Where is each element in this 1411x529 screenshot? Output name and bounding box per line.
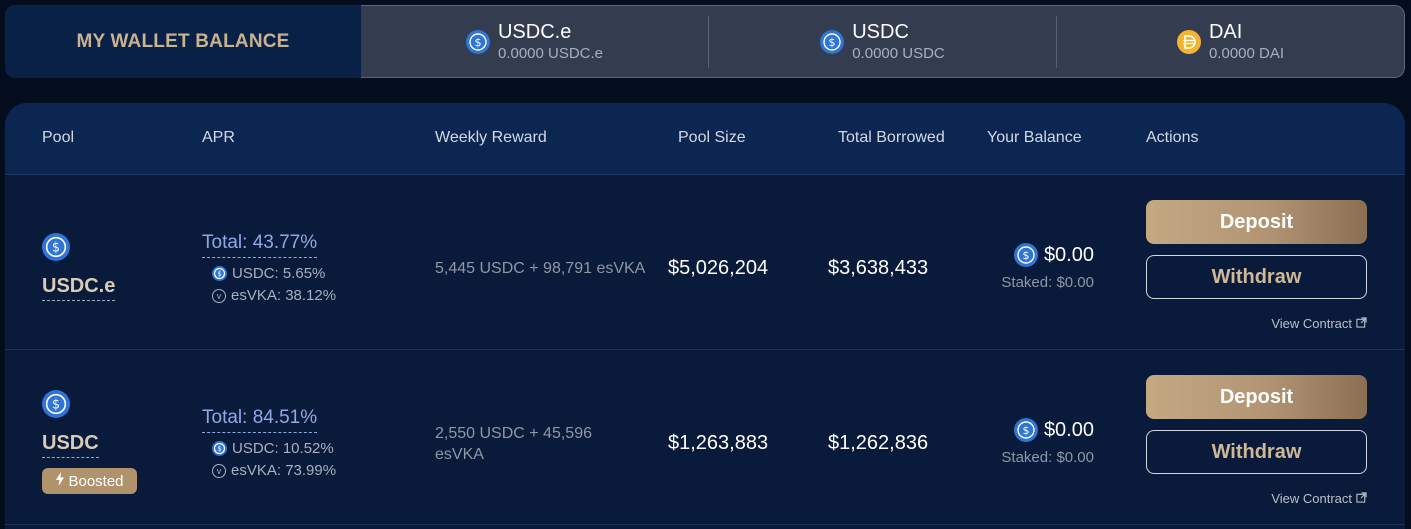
wallet-balance-bar: MY WALLET BALANCE $ USDC.e 0.0000 USDC.e… xyxy=(5,5,1405,78)
apr-esvka: esVKA: 38.12% xyxy=(231,287,337,304)
total-borrowed: $1,262,836 xyxy=(828,432,929,454)
view-contract-link[interactable]: View Contract xyxy=(1271,316,1367,331)
pools-table: Pool APR Weekly Reward Pool Size Total B… xyxy=(5,103,1405,529)
pool-size: $1,263,883 xyxy=(668,432,769,454)
view-contract-label: View Contract xyxy=(1271,491,1352,506)
wallet-token-usdc: $ USDC 0.0000 USDC xyxy=(708,15,1056,68)
boosted-label: Boosted xyxy=(68,472,124,490)
usdc-icon: $ xyxy=(465,29,490,54)
withdraw-button[interactable]: Withdraw xyxy=(1146,255,1367,299)
usdc-icon: $ xyxy=(1013,243,1038,267)
wallet-token-amount: 0.0000 USDC.e xyxy=(497,44,604,62)
apr-esvka-line: v esVKA: 73.99% xyxy=(212,462,336,479)
wallet-token-name: USDC xyxy=(852,20,909,43)
table-row: $ USDC.e Total: 43.77% $ USDC: 5.65% v e… xyxy=(5,175,1405,350)
wallet-token-name: DAI xyxy=(1208,20,1243,43)
apr-total[interactable]: Total: 43.77% xyxy=(202,232,318,258)
lightning-icon xyxy=(55,472,65,490)
usdc-icon: $ xyxy=(42,390,70,418)
apr-usdc: USDC: 5.65% xyxy=(232,265,326,282)
usdc-icon: $ xyxy=(212,441,227,456)
balance-value: $0.00 xyxy=(1043,243,1094,266)
wallet-token-name: USDC.e xyxy=(497,20,572,43)
total-borrowed: $3,638,433 xyxy=(828,257,929,279)
apr-usdc-line: $ USDC: 10.52% xyxy=(212,440,334,457)
header-actions: Actions xyxy=(1146,129,1199,146)
header-pool-size: Pool Size xyxy=(678,129,746,146)
pool-name[interactable]: USDC.e xyxy=(42,275,116,301)
svg-text:$: $ xyxy=(217,445,221,453)
esvka-icon: v xyxy=(212,463,226,478)
esvka-icon: v xyxy=(212,288,226,303)
wallet-token-list: $ USDC.e 0.0000 USDC.e $ USDC 0.0000 USD… xyxy=(361,5,1405,78)
weekly-reward: 2,550 USDC + 45,596 esVKA xyxy=(435,425,592,463)
apr-esvka: esVKA: 73.99% xyxy=(231,462,337,479)
apr-usdc-line: $ USDC: 5.65% xyxy=(212,265,325,282)
staked-value: Staked: $0.00 xyxy=(1001,449,1094,466)
pool-name[interactable]: USDC xyxy=(42,432,99,458)
usdc-icon: $ xyxy=(1013,418,1038,442)
svg-text:$: $ xyxy=(829,36,836,49)
table-row: $ USDC Boosted Total: 84.51% $ USDC: 10.… xyxy=(5,350,1405,525)
wallet-token-dai: DAI 0.0000 DAI xyxy=(1056,15,1404,68)
your-balance: $ $0.00 xyxy=(1013,243,1094,267)
view-contract-link[interactable]: View Contract xyxy=(1271,491,1367,506)
external-link-icon xyxy=(1356,491,1367,506)
withdraw-button[interactable]: Withdraw xyxy=(1146,430,1367,474)
wallet-token-amount: 0.0000 DAI xyxy=(1208,44,1285,62)
balance-value: $0.00 xyxy=(1043,418,1094,441)
usdc-icon: $ xyxy=(212,266,227,281)
wallet-title-text: MY WALLET BALANCE xyxy=(76,30,290,52)
header-pool: Pool xyxy=(42,129,75,146)
header-your-balance: Your Balance xyxy=(987,129,1082,146)
svg-text:$: $ xyxy=(474,36,481,49)
apr-total[interactable]: Total: 84.51% xyxy=(202,407,318,433)
table-header: Pool APR Weekly Reward Pool Size Total B… xyxy=(5,103,1405,175)
boosted-badge: Boosted xyxy=(42,468,137,494)
weekly-reward: 5,445 USDC + 98,791 esVKA xyxy=(435,260,646,277)
svg-text:$: $ xyxy=(52,241,60,256)
header-apr: APR xyxy=(202,129,235,146)
wallet-token-amount: 0.0000 USDC xyxy=(852,44,945,62)
pool-size: $5,026,204 xyxy=(668,257,769,279)
svg-text:$: $ xyxy=(217,270,221,278)
staked-value: Staked: $0.00 xyxy=(1001,274,1094,291)
svg-text:$: $ xyxy=(52,398,60,413)
wallet-title: MY WALLET BALANCE xyxy=(5,5,361,78)
deposit-button[interactable]: Deposit xyxy=(1146,200,1367,244)
header-weekly-reward: Weekly Reward xyxy=(435,129,547,146)
dai-icon xyxy=(1176,29,1201,54)
apr-usdc: USDC: 10.52% xyxy=(232,440,334,457)
header-total-borrowed: Total Borrowed xyxy=(838,129,945,146)
wallet-token-usdce: $ USDC.e 0.0000 USDC.e xyxy=(361,16,708,68)
view-contract-label: View Contract xyxy=(1271,316,1352,331)
apr-esvka-line: v esVKA: 38.12% xyxy=(212,287,336,304)
svg-text:$: $ xyxy=(1022,249,1029,262)
your-balance: $ $0.00 xyxy=(1013,418,1094,442)
svg-text:$: $ xyxy=(1022,424,1029,437)
external-link-icon xyxy=(1356,316,1367,331)
usdc-icon: $ xyxy=(42,233,70,261)
deposit-button[interactable]: Deposit xyxy=(1146,375,1367,419)
usdc-icon: $ xyxy=(820,29,845,54)
